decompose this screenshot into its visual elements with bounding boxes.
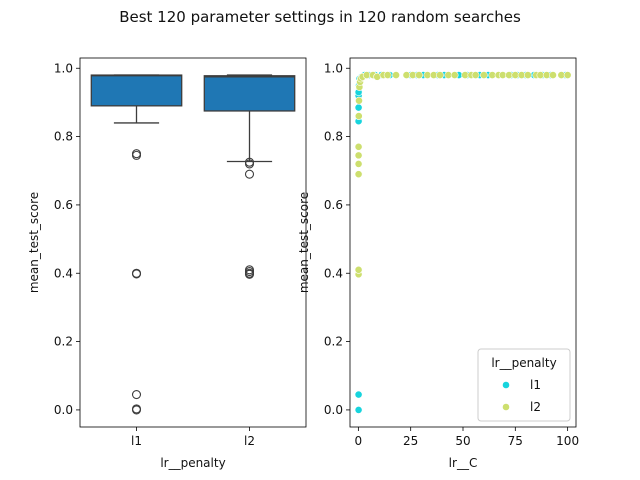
- scatter-point-l2: [354, 151, 363, 160]
- box-ytick-label: 0.6: [54, 198, 73, 212]
- scatter-point-l2: [354, 112, 363, 120]
- outlier-point: [131, 269, 142, 279]
- box-ytick-label: 0.2: [54, 335, 73, 349]
- scatter-ytick-label: 0.8: [324, 130, 343, 144]
- box-xtick-label: l1: [131, 434, 142, 448]
- scatter-xtick-label: 100: [556, 434, 579, 448]
- scatter-ytick-label: 0.4: [324, 266, 343, 280]
- boxplot-frame: [79, 57, 307, 428]
- scatter-point-l2: [354, 160, 363, 168]
- scatter-ylabel: mean_test_score: [297, 192, 311, 293]
- box-ytick-label: 1.0: [54, 61, 73, 75]
- scatter-ytick-label: 0.0: [324, 403, 343, 417]
- scatter-point-l2: [480, 71, 488, 79]
- scatter-ytick-label: 0.6: [324, 198, 343, 212]
- scatter-point-l2: [392, 71, 400, 79]
- scatter-ytick-label: 1.0: [324, 61, 343, 75]
- legend-title: lr__penalty: [491, 356, 556, 370]
- scatter-point-l1: [354, 103, 363, 112]
- outlier-point: [131, 150, 142, 160]
- scatter-point-l2: [436, 71, 444, 79]
- scatter-point-l2: [354, 142, 363, 151]
- box-ytick-label: 0.8: [54, 130, 73, 144]
- scatter-point-l2: [354, 170, 363, 179]
- legend-label-l2: l2: [530, 400, 541, 414]
- scatter-xlabel: lr__C: [449, 456, 478, 470]
- box-ylabel: mean_test_score: [27, 192, 41, 293]
- scatter-point-l2: [355, 96, 363, 105]
- box-ytick-label: 0.0: [54, 403, 73, 417]
- scatter-point-l2: [563, 71, 572, 79]
- box-l2: [203, 75, 296, 112]
- scatter-point-l2: [549, 71, 557, 79]
- scatter-point-l2: [523, 71, 532, 79]
- scatter-point-l1: [354, 390, 363, 399]
- figure-title: Best 120 parameter settings in 120 rando…: [119, 8, 521, 26]
- outlier-point: [244, 169, 255, 179]
- scatter-point-l2: [471, 71, 480, 79]
- box-l1: [90, 74, 183, 107]
- scatter-point-l2: [450, 71, 459, 79]
- scatter-panel: 0.0 0.2 0.4 0.6 0.8 1.0 mean_test_score lr__C 0 2…: [297, 57, 579, 470]
- scatter-xtick-label: 75: [508, 434, 523, 448]
- outlier-point: [131, 389, 142, 400]
- legend-marker-l1: [502, 381, 510, 389]
- scatter-frame: [349, 57, 577, 428]
- scatter-ytick-label: 0.2: [324, 335, 343, 349]
- outlier-point: [244, 269, 255, 279]
- box-xtick-label: l2: [244, 434, 255, 448]
- boxplot-panel: 0.0 0.2 0.4 0.6 0.8 1.0 mean_test_score lr__pen…: [27, 57, 307, 470]
- scatter-xtick-label: 25: [403, 434, 418, 448]
- scatter-point-l2: [383, 71, 392, 79]
- legend: lr__penalty l1 l2: [477, 348, 571, 422]
- scatter-point-l1: [354, 406, 363, 414]
- box-ytick-label: 0.4: [54, 266, 73, 280]
- scatter-point-l2: [354, 265, 363, 274]
- outlier-point: [131, 405, 142, 415]
- legend-box: [477, 348, 571, 422]
- box-xlabel: lr__penalty: [160, 456, 225, 470]
- scatter-xtick-label: 50: [455, 434, 470, 448]
- legend-label-l1: l1: [530, 378, 541, 392]
- scatter-point-l2: [415, 71, 423, 79]
- scatter-xtick-label: 0: [355, 434, 363, 448]
- legend-marker-l2: [502, 403, 510, 411]
- outlier-point: [244, 159, 255, 169]
